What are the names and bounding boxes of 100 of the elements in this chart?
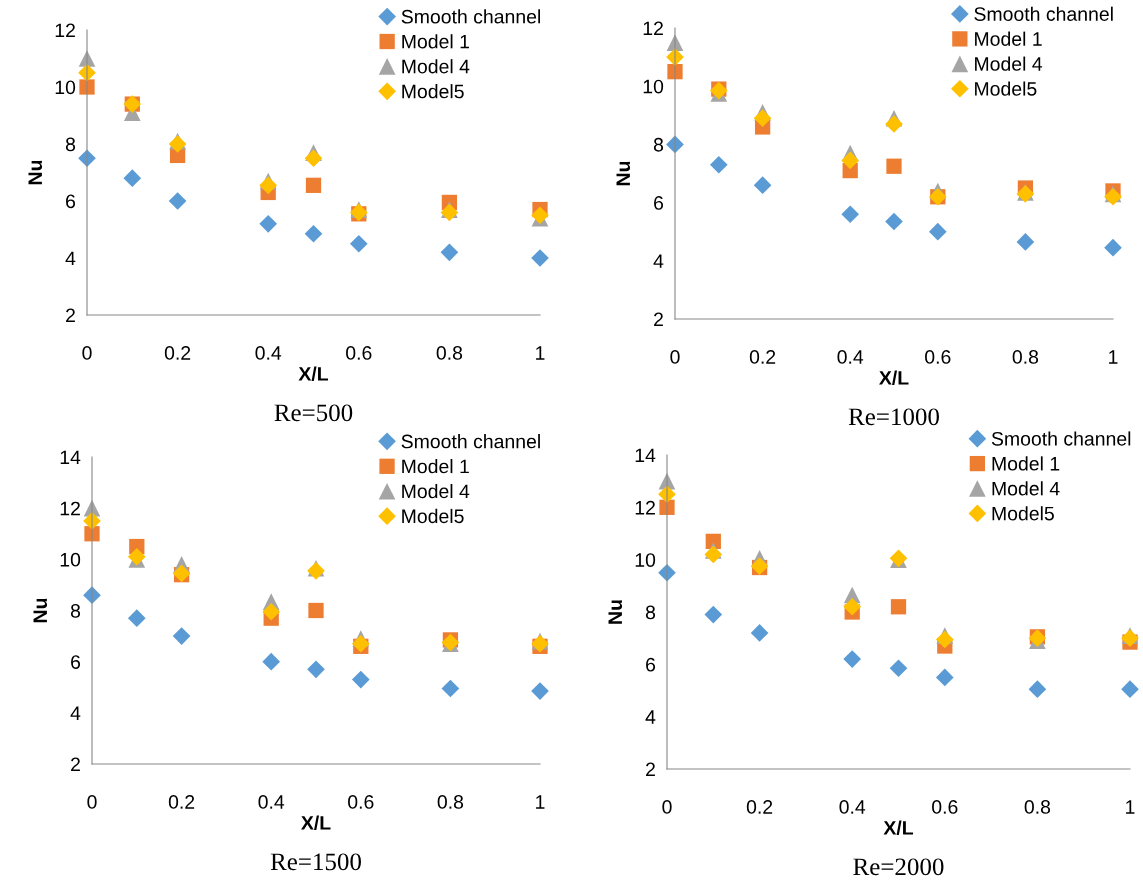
point — [841, 205, 860, 224]
point — [889, 659, 908, 678]
x-tick-label: 0 — [662, 800, 672, 814]
point — [172, 627, 191, 645]
x-tick-label: 0.4 — [837, 350, 864, 364]
x-tick-label: 1 — [536, 795, 545, 809]
point — [304, 149, 323, 168]
x-tick-label: 0.8 — [1012, 350, 1039, 364]
y-tick-label: 4 — [653, 254, 664, 268]
point — [750, 624, 769, 642]
x-tick-label: 0.6 — [348, 795, 374, 809]
point — [79, 79, 95, 95]
y-tick-label: 12 — [643, 21, 663, 36]
x-tick-label: 1 — [1126, 800, 1135, 814]
point — [127, 609, 146, 628]
x-tick-label: 0 — [82, 346, 92, 360]
y-tick-label: 12 — [60, 501, 80, 516]
x-axis-title: X/L — [879, 370, 909, 385]
point — [1121, 680, 1139, 699]
legend-label: Model 4 — [402, 483, 470, 499]
y-tick-label: 12 — [635, 500, 655, 515]
point — [709, 155, 728, 174]
x-tick-label: 0 — [87, 795, 97, 809]
text: Re=1500 — [270, 853, 361, 871]
legend-label: Model 4 — [402, 59, 470, 74]
point — [441, 679, 460, 698]
legend-label: Smooth channel — [401, 9, 540, 24]
y-tick-label: 4 — [65, 251, 76, 266]
point — [127, 547, 146, 566]
legend-label: Model 1 — [402, 34, 469, 49]
point — [304, 224, 323, 243]
point — [890, 599, 907, 615]
x-tick-label: 0.4 — [255, 346, 282, 360]
y-tick-label: 8 — [653, 137, 664, 152]
point — [841, 151, 860, 170]
legend-label: Model 1 — [992, 456, 1060, 471]
point — [349, 234, 368, 253]
x-tick-label: 0.2 — [749, 350, 776, 364]
y-tick-label: 4 — [70, 706, 81, 720]
y-tick-label: 2 — [654, 312, 663, 327]
x-tick-label: 1 — [1109, 350, 1118, 364]
x-tick-label: 1 — [536, 346, 545, 360]
x-tick-label: 0.6 — [925, 350, 951, 364]
y-tick-label: 10 — [55, 80, 76, 95]
x-tick-label: 0.2 — [164, 346, 191, 360]
legend-label: Model 1 — [975, 31, 1042, 46]
y-tick-label: 10 — [635, 553, 656, 567]
point — [885, 115, 903, 133]
point — [305, 177, 322, 193]
point — [123, 169, 142, 188]
y-tick-label: 8 — [70, 603, 81, 618]
legend-label: Smooth channel — [974, 6, 1113, 21]
y-tick-label: 8 — [65, 137, 76, 152]
point — [928, 222, 947, 241]
x-tick-label: 0.2 — [168, 795, 195, 809]
point — [667, 64, 683, 80]
point — [262, 602, 281, 621]
point — [307, 660, 325, 679]
point — [168, 192, 187, 210]
y-tick-label: 10 — [643, 79, 664, 94]
text: Re=1000 — [848, 408, 939, 426]
text: Re=500 — [274, 404, 353, 422]
x-tick-label: 0.4 — [839, 800, 866, 814]
point — [704, 545, 723, 564]
x-tick-label: 0.8 — [436, 346, 463, 360]
legend-label: Smooth channel — [991, 431, 1131, 446]
y-tick-label: 14 — [60, 450, 81, 465]
legend-label: Model 4 — [975, 56, 1043, 71]
point — [885, 212, 903, 231]
y-axis-title: Nu — [608, 600, 623, 624]
point — [935, 630, 954, 649]
point — [308, 602, 324, 619]
y-axis-title: Nu — [616, 161, 631, 186]
y-tick-label: 8 — [645, 605, 656, 620]
legend-label: Model 1 — [402, 459, 469, 474]
point — [1121, 629, 1139, 648]
legend-label: Smooth channel — [401, 434, 540, 449]
legend-label: Model5 — [402, 508, 464, 524]
x-tick-label: 0.8 — [437, 795, 464, 809]
legend-label: Model5 — [975, 81, 1037, 96]
point — [259, 176, 278, 195]
y-tick-label: 2 — [66, 308, 75, 323]
y-tick-label: 6 — [66, 194, 76, 209]
y-tick-label: 10 — [60, 552, 81, 567]
y-tick-label: 6 — [654, 196, 664, 210]
y-tick-label: 6 — [71, 655, 81, 669]
x-axis-title: X/L — [298, 366, 329, 381]
point — [440, 203, 459, 222]
point — [753, 176, 772, 194]
y-axis-title: Nu — [33, 598, 48, 623]
x-tick-label: 0.8 — [1024, 800, 1051, 814]
point — [531, 249, 549, 267]
point — [704, 605, 723, 624]
point — [351, 634, 370, 653]
x-tick-label: 0.6 — [346, 346, 372, 360]
point — [1016, 233, 1035, 251]
point — [1104, 238, 1122, 257]
x-tick-label: 0 — [670, 350, 680, 364]
y-tick-label: 2 — [71, 757, 80, 772]
legend-label: Model 4 — [992, 481, 1060, 496]
